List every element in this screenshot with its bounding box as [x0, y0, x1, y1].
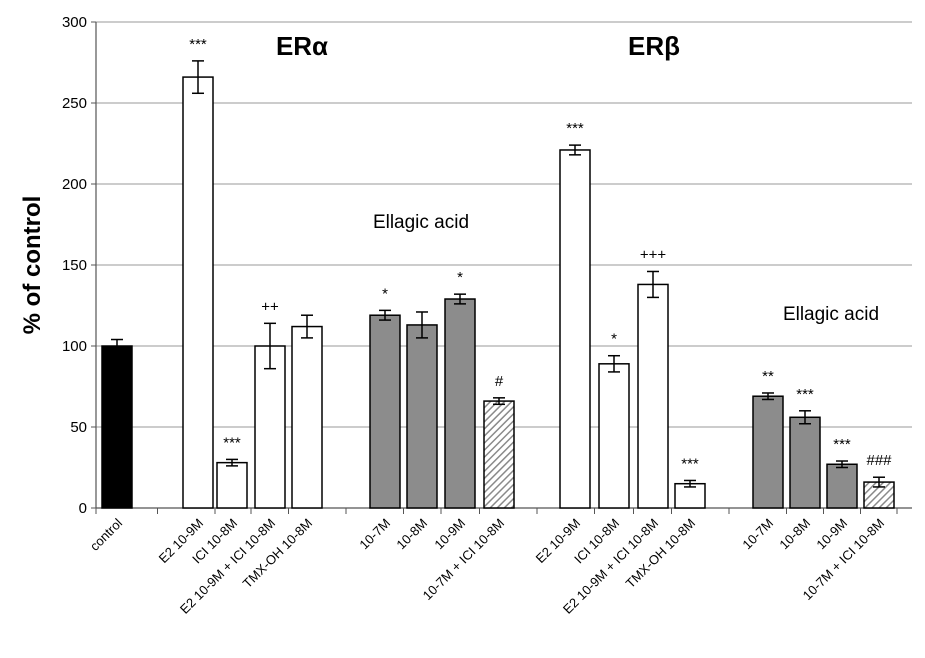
y-tick-label: 0	[79, 500, 87, 517]
bar	[291, 325, 323, 509]
significance-label: *	[611, 331, 617, 348]
significance-label: ***	[223, 434, 241, 451]
significance-label: ###	[866, 452, 892, 469]
group-title-er-beta: ERβ	[628, 31, 680, 61]
significance-label: ***	[833, 436, 851, 453]
y-axis-label: % of control	[19, 196, 46, 335]
significance-label: #	[495, 373, 504, 390]
gridlines	[96, 21, 912, 428]
category-label: 10-7M	[739, 516, 776, 553]
bar	[101, 345, 133, 509]
bar	[406, 324, 438, 509]
category-label: 10-8M	[393, 516, 430, 553]
y-tick-label: 50	[70, 419, 87, 436]
bar	[637, 283, 669, 509]
significance-label: ***	[189, 36, 207, 53]
significance-label: ***	[566, 120, 584, 137]
significance-label: ++	[261, 298, 279, 315]
y-tick-label: 250	[62, 95, 87, 112]
bar	[559, 149, 591, 509]
bar	[789, 416, 821, 509]
category-label: 10-9M	[431, 516, 468, 553]
bar	[216, 461, 248, 509]
category-label: 10-8M	[776, 516, 813, 553]
annotation-ellagic-acid-2: Ellagic acid	[783, 304, 879, 325]
category-label: control	[87, 515, 125, 553]
y-tick-label: 100	[62, 338, 87, 355]
significance-label: *	[382, 285, 388, 302]
bars	[101, 60, 895, 509]
category-label: 10-7M	[356, 516, 393, 553]
y-tick-label: 150	[62, 257, 87, 274]
annotation-ellagic-acid-1: Ellagic acid	[373, 212, 469, 233]
bar	[254, 345, 286, 509]
y-tick-label: 200	[62, 176, 87, 193]
significance-label: ***	[796, 386, 814, 403]
significance-label: ***	[681, 455, 699, 472]
bar	[444, 298, 476, 509]
significance-label: *	[457, 269, 463, 286]
bar	[369, 314, 401, 509]
significance-label: +++	[640, 246, 667, 263]
significance-label: **	[762, 368, 774, 385]
bar	[752, 395, 784, 509]
bar	[483, 400, 515, 509]
bar	[826, 463, 858, 509]
y-tick-label: 300	[62, 14, 87, 31]
bar	[182, 76, 214, 509]
bar	[598, 363, 630, 509]
group-title-er-alpha: ERα	[276, 31, 328, 61]
